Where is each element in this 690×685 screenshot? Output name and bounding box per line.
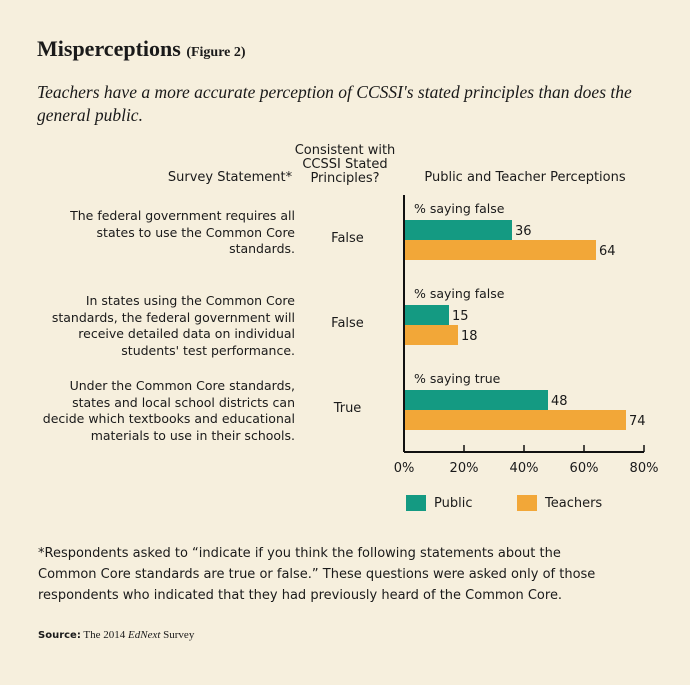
legend-public: Public xyxy=(406,495,472,511)
data-label-public-1: 36 xyxy=(515,224,532,239)
legend-swatch-public xyxy=(406,495,426,511)
source-line: Source: The 2014 EdNext Survey xyxy=(38,629,194,641)
consistent-2: False xyxy=(331,316,364,331)
data-label-teachers-1: 64 xyxy=(599,244,616,259)
legend-label-public: Public xyxy=(434,495,473,511)
x-tick-label-3: 60% xyxy=(570,461,599,476)
data-label-teachers-3: 74 xyxy=(629,414,646,429)
x-tick-label-0: 0% xyxy=(394,461,415,476)
consistent-3: True xyxy=(333,401,362,416)
legend-label-teachers: Teachers xyxy=(545,495,603,511)
group-label-2: % saying false xyxy=(414,286,505,301)
bar-public-1 xyxy=(404,220,512,240)
bar-public-3 xyxy=(404,390,548,410)
group-label-3: % saying true xyxy=(414,371,501,386)
consistent-1: False xyxy=(331,231,364,246)
legend-swatch-teachers xyxy=(517,495,537,511)
x-tick-label-2: 40% xyxy=(510,461,539,476)
source-text-italic: EdNext xyxy=(128,629,161,641)
data-label-teachers-2: 18 xyxy=(461,329,478,344)
statement-1: The federal government requires all stat… xyxy=(70,208,295,256)
chart-subtitle: Teachers have a more accurate perception… xyxy=(37,82,632,125)
x-tick-label-1: 20% xyxy=(450,461,479,476)
x-tick-label-4: 80% xyxy=(630,461,659,476)
bar-teachers-3 xyxy=(404,410,626,430)
header-perceptions: Public and Teacher Perceptions xyxy=(424,170,626,185)
chart-title: Misperceptions (Figure 2) xyxy=(37,36,246,61)
data-label-public-3: 48 xyxy=(551,394,568,409)
data-label-public-2: 15 xyxy=(452,309,469,324)
legend-teachers: Teachers xyxy=(517,495,602,511)
figure-label: (Figure 2) xyxy=(186,45,246,60)
header-consistent: Consistent with CCSSI Stated Principles? xyxy=(294,143,396,186)
header-survey-statement: Survey Statement* xyxy=(167,170,293,185)
statement-3: Under the Common Core standards, states … xyxy=(42,378,295,443)
source-text-post: Survey xyxy=(160,629,195,641)
bar-public-2 xyxy=(404,305,449,325)
bar-teachers-1 xyxy=(404,240,596,260)
source-text-pre: The 2014 xyxy=(83,629,129,641)
statement-2: In states using the Common Core standard… xyxy=(51,293,295,358)
bar-teachers-2 xyxy=(404,325,458,345)
group-label-1: % saying false xyxy=(414,201,505,216)
footnote: *Respondents asked to “indicate if you t… xyxy=(38,546,596,603)
source-label: Source: xyxy=(38,630,81,641)
